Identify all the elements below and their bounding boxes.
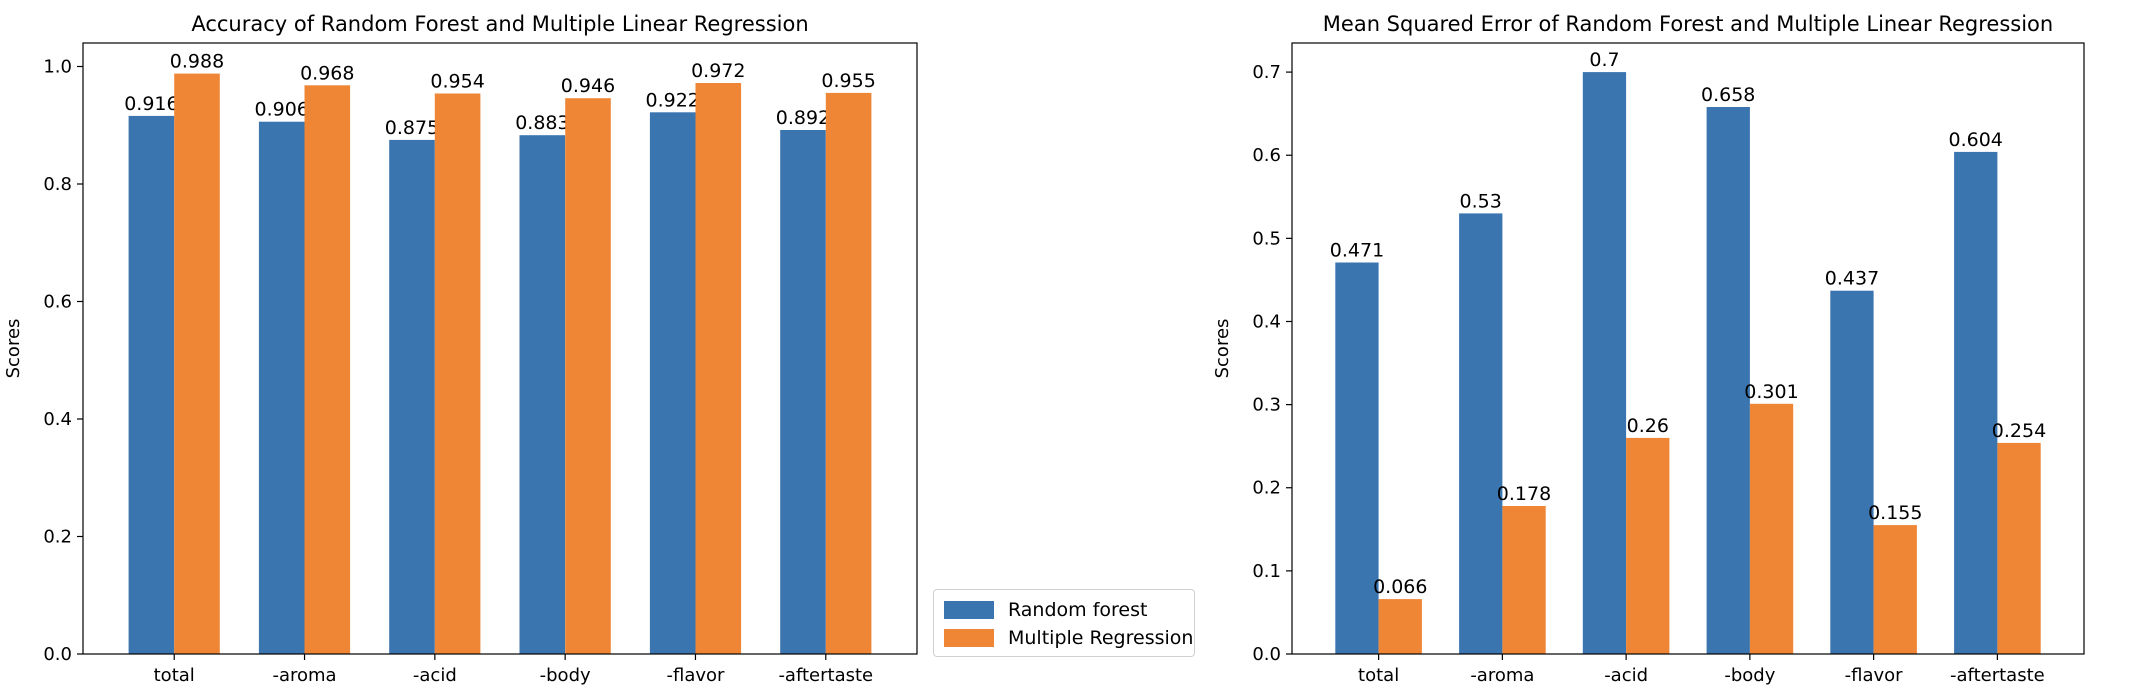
y-tick-label: 0.5 xyxy=(1252,228,1281,249)
legend: Random forest Multiple Regression xyxy=(933,589,1195,657)
bar-value-label: 0.471 xyxy=(1330,240,1384,262)
bar-value-label: 0.916 xyxy=(124,93,178,115)
bar-value-label: 0.155 xyxy=(1868,502,1922,524)
bar-multiple-regression-acid xyxy=(434,93,481,654)
legend-label-multiple-regression: Multiple Regression xyxy=(1008,627,1194,649)
bar-value-label: 0.922 xyxy=(645,89,699,111)
plot-frame xyxy=(82,42,918,655)
chart-mse: 0.471 0.53 0.7 0.658 0.437 0.604 0.066 0.178 0.2… xyxy=(1212,12,2085,686)
bar-value-label: 0.26 xyxy=(1627,415,1669,437)
bar-random-forest-aroma xyxy=(258,121,305,654)
x-tick-label: total xyxy=(154,665,195,686)
x-tick-label: -body xyxy=(540,665,591,686)
y-tick-label: 0.0 xyxy=(43,644,72,665)
bar-random-forest-aftertaste xyxy=(1954,151,1998,654)
y-axis-label: Scores xyxy=(1212,319,1233,379)
bar-random-forest-total xyxy=(128,115,175,654)
bar-random-forest-aroma xyxy=(1459,213,1503,654)
y-tick-label: 0.4 xyxy=(43,409,72,430)
legend-swatch-multiple-regression xyxy=(944,629,994,647)
x-tick-label: -acid xyxy=(1604,665,1648,686)
bar-value-label: 0.954 xyxy=(430,71,484,93)
bar-multiple-regression-flavor xyxy=(1873,525,1917,654)
y-tick-label: 0.8 xyxy=(43,174,72,195)
bar-value-label: 0.254 xyxy=(1992,420,2046,442)
x-tick-label: -aftertaste xyxy=(1950,665,2045,686)
legend-item-multiple-regression: Multiple Regression xyxy=(944,626,1193,650)
bar-value-label: 0.883 xyxy=(515,112,569,134)
x-tick-label: -flavor xyxy=(667,665,726,686)
bar-random-forest-total xyxy=(1335,262,1379,654)
bar-random-forest-aftertaste xyxy=(780,130,826,654)
bar-multiple-regression-acid xyxy=(1626,437,1670,654)
y-tick-label: 0.6 xyxy=(1252,145,1281,166)
y-tick-label: 1.0 xyxy=(43,57,72,78)
x-tick-label: total xyxy=(1358,665,1399,686)
bar-value-label: 0.7 xyxy=(1589,49,1619,71)
chart-title: Mean Squared Error of Random Forest and … xyxy=(1323,12,2053,36)
x-tick-label: -aftertaste xyxy=(778,665,873,686)
bar-value-label: 0.968 xyxy=(300,62,354,84)
x-tick-label: -aroma xyxy=(272,665,336,686)
y-tick-label: 0.2 xyxy=(43,527,72,548)
bar-multiple-regression-total xyxy=(1378,599,1422,654)
y-tick-label: 0.2 xyxy=(1252,478,1281,499)
legend-swatch-random-forest xyxy=(944,601,994,619)
bar-value-label: 0.53 xyxy=(1460,190,1502,212)
bar-multiple-regression-body xyxy=(1749,403,1794,654)
y-tick-label: 0.3 xyxy=(1252,395,1281,416)
bar-multiple-regression-aftertaste xyxy=(825,92,872,654)
plot-frame xyxy=(1291,42,2085,655)
bar-value-label: 0.875 xyxy=(385,117,439,139)
y-tick-label: 0.0 xyxy=(1252,644,1281,665)
bar-multiple-regression-total xyxy=(174,73,220,655)
bar-value-label: 0.972 xyxy=(691,60,745,82)
bar-value-label: 0.178 xyxy=(1497,483,1551,505)
legend-item-random-forest: Random forest xyxy=(944,598,1147,622)
bar-value-label: 0.892 xyxy=(776,107,830,129)
y-tick-label: 0.6 xyxy=(43,292,72,313)
y-tick-label: 0.4 xyxy=(1252,311,1281,332)
bar-random-forest-flavor xyxy=(1830,290,1874,654)
y-tick-label: 0.1 xyxy=(1252,561,1281,582)
bar-multiple-regression-aroma xyxy=(304,85,351,655)
bar-multiple-regression-aroma xyxy=(1502,506,1546,654)
x-tick-label: -aroma xyxy=(1470,665,1534,686)
bar-value-label: 0.437 xyxy=(1825,268,1879,290)
bar-value-label: 0.906 xyxy=(254,99,308,121)
y-axis-label: Scores xyxy=(3,319,24,379)
chart-accuracy: 0.916 0.906 0.875 0.883 0.922 0.892 0.988 0.968… xyxy=(3,12,918,686)
x-tick-label: -flavor xyxy=(1845,665,1904,686)
bar-random-forest-body xyxy=(519,135,566,654)
x-tick-label: -body xyxy=(1724,665,1775,686)
x-tick-label: -acid xyxy=(413,665,457,686)
bar-value-label: 0.988 xyxy=(170,51,224,73)
bar-value-label: 0.955 xyxy=(821,70,875,92)
bar-value-label: 0.946 xyxy=(561,75,615,97)
bar-value-label: 0.301 xyxy=(1744,381,1798,403)
bar-value-label: 0.066 xyxy=(1373,576,1427,598)
chart-title: Accuracy of Random Forest and Multiple L… xyxy=(191,12,808,36)
bar-random-forest-flavor xyxy=(649,112,696,655)
bar-random-forest-acid xyxy=(1582,72,1627,655)
bar-multiple-regression-aftertaste xyxy=(1997,442,2041,654)
y-tick-label: 0.7 xyxy=(1252,62,1281,83)
bar-multiple-regression-body xyxy=(565,98,611,654)
bar-value-label: 0.604 xyxy=(1948,129,2002,151)
bar-random-forest-acid xyxy=(389,139,435,654)
bar-random-forest-body xyxy=(1706,107,1750,654)
bar-multiple-regression-flavor xyxy=(695,83,742,654)
legend-label-random-forest: Random forest xyxy=(1008,599,1148,621)
bar-value-label: 0.658 xyxy=(1701,84,1755,106)
